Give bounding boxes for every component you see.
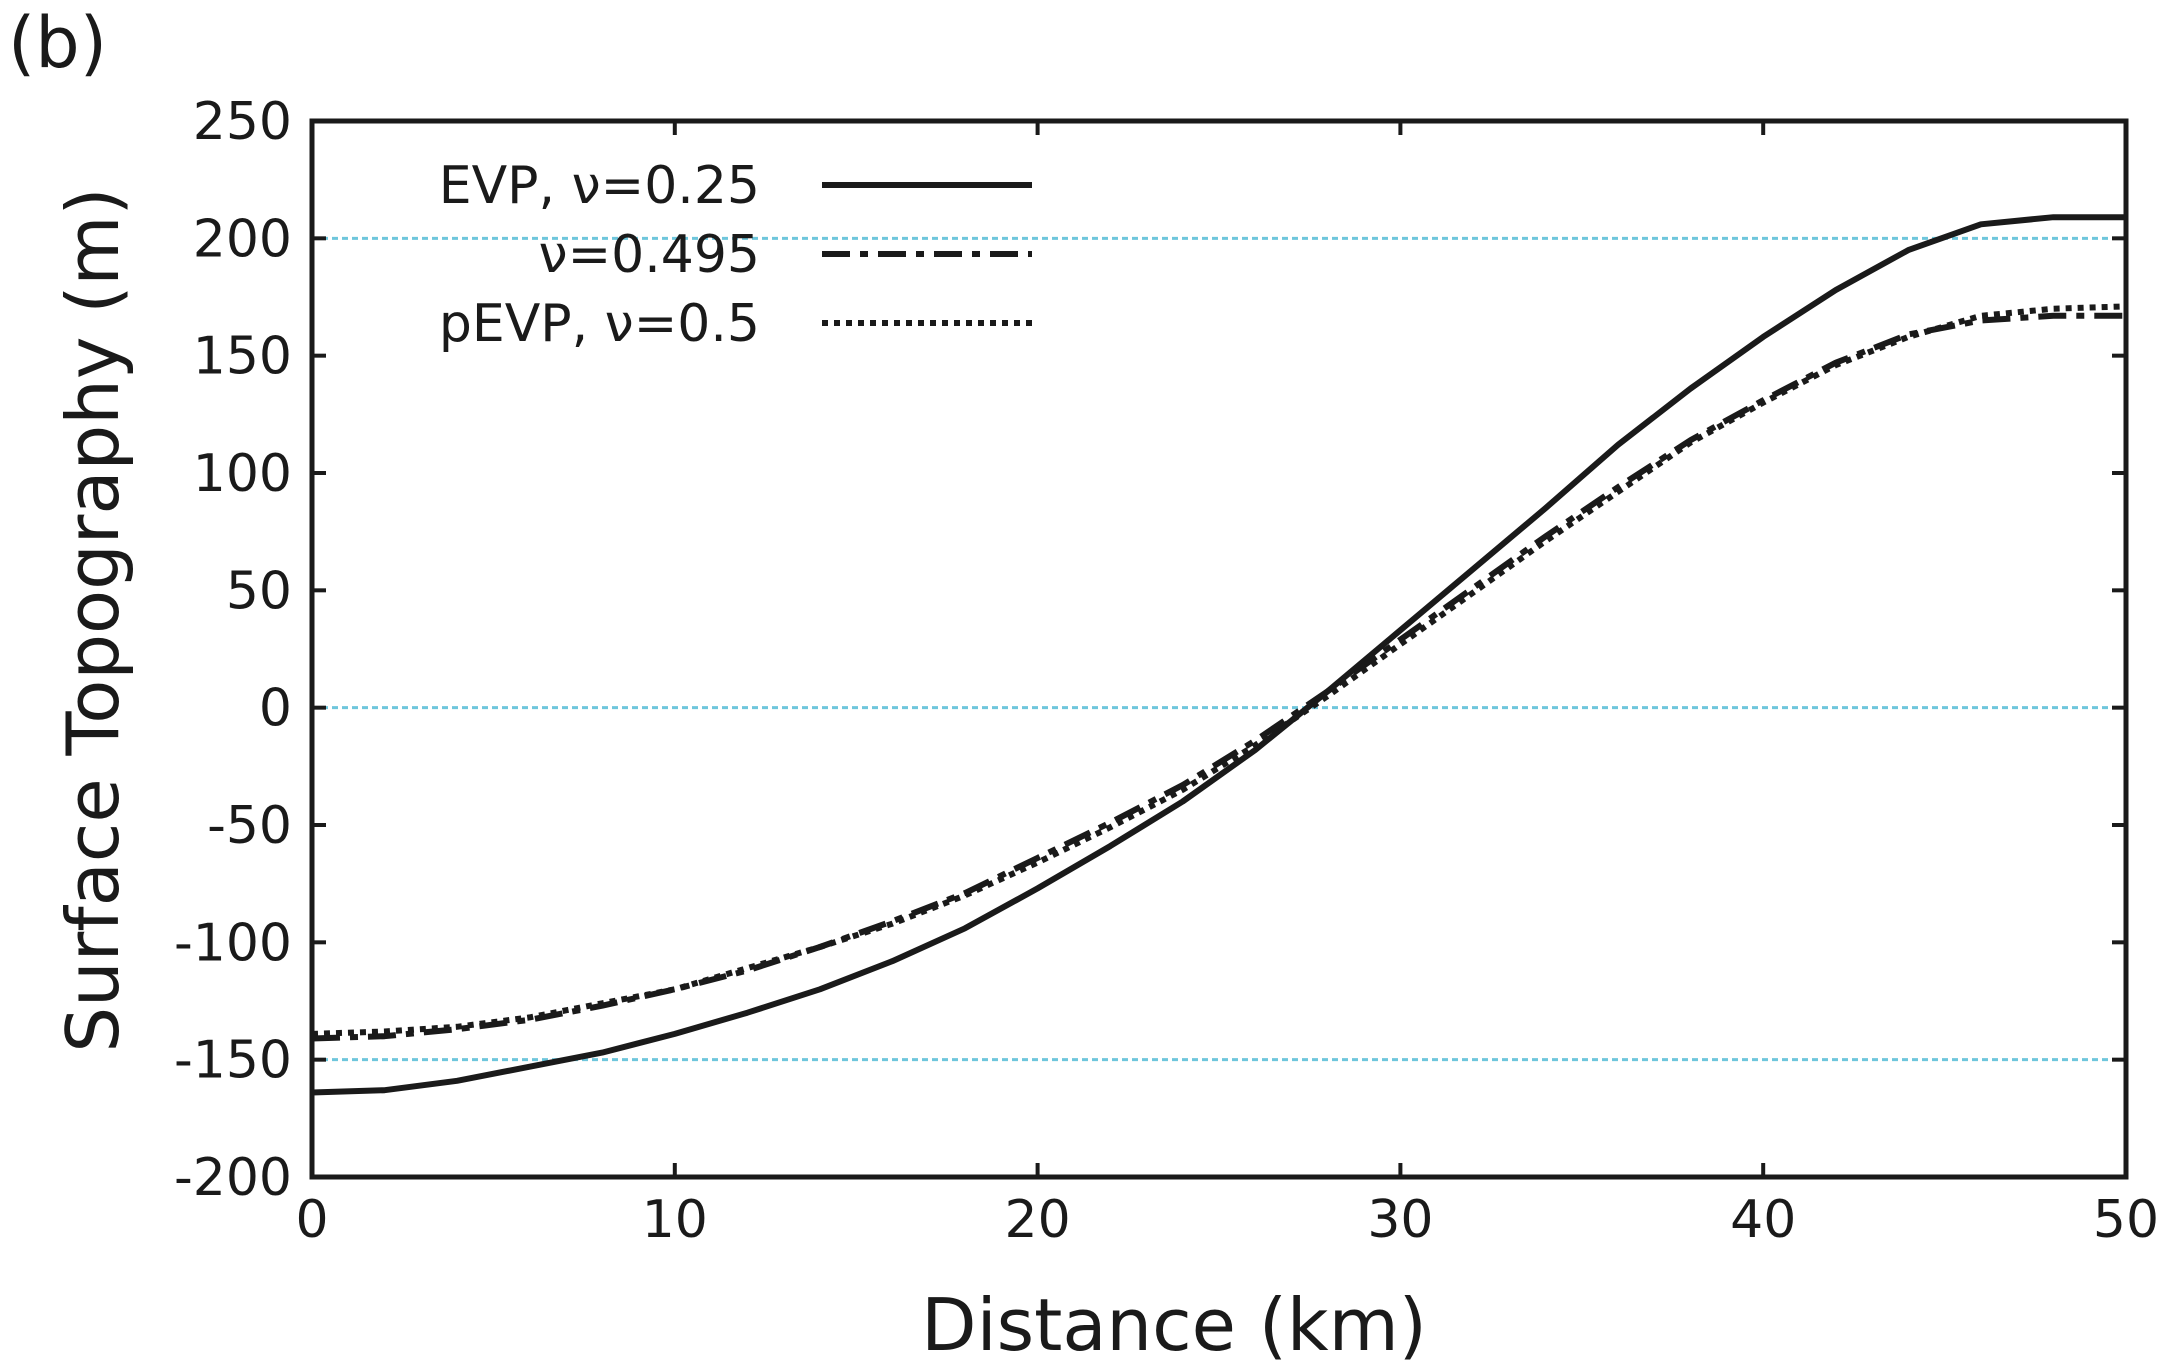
y-tick-label: -50 (207, 796, 292, 856)
panel-label: (b) (8, 2, 108, 84)
y-tick-label: -200 (174, 1148, 292, 1208)
x-axis-label: Distance (km) (921, 1283, 1427, 1360)
x-tick-label: 30 (1367, 1190, 1433, 1250)
y-tick-label: 0 (259, 679, 292, 739)
y-tick-label: 150 (193, 327, 292, 387)
series-line-2 (311, 312, 2126, 1042)
y-tick-label: 200 (193, 209, 292, 269)
y-tick-label: 50 (226, 561, 292, 621)
series-line-1 (311, 214, 2126, 1096)
x-tick-label: 10 (642, 1190, 708, 1250)
legend-label: pEVP, ν=0.5 (439, 294, 760, 354)
y-tick-label: 100 (193, 444, 292, 504)
plot-series (311, 214, 2127, 1096)
reference-lines (312, 236, 2126, 1062)
x-tick-label: 0 (295, 1190, 328, 1250)
legend-label: ν=0.495 (539, 225, 760, 285)
legend-label: EVP, ν=0.25 (439, 156, 760, 216)
y-tick-label: -100 (174, 913, 292, 973)
y-axis-ticks: -200 -150 -100 -50 0 50 100 150 200 250 (174, 92, 2126, 1208)
x-axis-ticks: 0 10 20 30 40 50 (295, 121, 2159, 1250)
y-tick-label: 250 (193, 92, 292, 152)
x-tick-label: 40 (1730, 1190, 1796, 1250)
legend: EVP, ν=0.25 ν=0.495 pEVP, ν=0.5 (439, 156, 1032, 354)
x-tick-label: 20 (1005, 1190, 1071, 1250)
x-tick-label: 50 (2093, 1190, 2159, 1250)
plot-frame (309, 118, 2129, 1180)
series-line-3 (311, 303, 2127, 1037)
y-tick-label: -150 (174, 1031, 292, 1091)
y-axis-label: Surface Topography (m) (51, 187, 135, 1052)
